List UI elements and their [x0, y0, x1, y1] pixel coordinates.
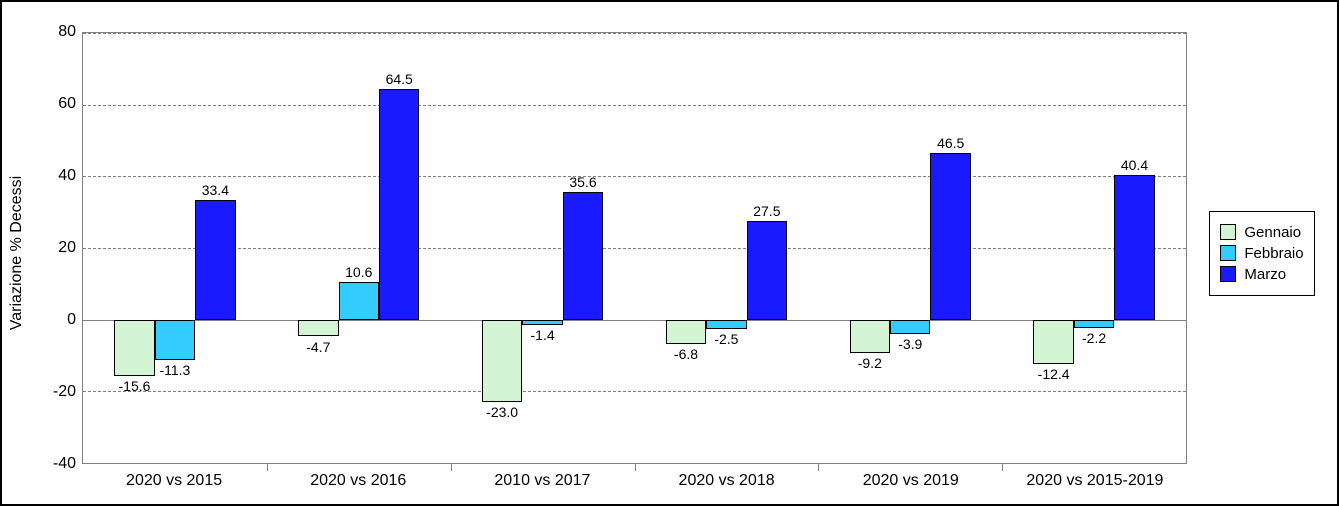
gridline — [83, 33, 1186, 34]
bar-value-label: 33.4 — [202, 182, 229, 198]
chart-layout: Variazione % Decessi -40 -20 0 20 40 60 80 -15… — [2, 2, 1337, 504]
zero-line — [83, 320, 1186, 321]
x-tick-label: 2020 vs 2018 — [679, 472, 775, 490]
bar-value-label: 10.6 — [345, 264, 372, 280]
y-axis-ticks-column: -40 -20 0 20 40 60 80 — [32, 2, 82, 504]
legend-swatch — [1220, 224, 1236, 240]
bar — [339, 282, 379, 320]
x-tick-label: 2010 vs 2017 — [494, 472, 590, 490]
chart-container: Variazione % Decessi -40 -20 0 20 40 60 80 -15… — [0, 0, 1339, 506]
legend-item: Marzo — [1220, 266, 1303, 283]
legend-label: Febbraio — [1244, 245, 1303, 262]
x-tick — [451, 463, 452, 471]
bar — [482, 320, 522, 402]
y-tick-label: -20 — [53, 383, 76, 401]
legend-item: Gennaio — [1220, 224, 1303, 241]
bar-value-label: -2.2 — [1082, 330, 1106, 346]
bar — [379, 89, 419, 320]
bar — [890, 320, 930, 334]
bar — [155, 320, 195, 360]
bar-value-label: -2.5 — [714, 331, 738, 347]
bar — [298, 320, 338, 337]
bar — [563, 192, 603, 320]
bar-value-label: -12.4 — [1038, 366, 1070, 382]
gridline — [83, 248, 1186, 249]
legend-swatch — [1220, 245, 1236, 261]
y-tick-label: -40 — [53, 455, 76, 473]
bar-value-label: 35.6 — [569, 174, 596, 190]
bar-value-label: 27.5 — [753, 203, 780, 219]
bar — [706, 320, 746, 329]
bar-value-label: 64.5 — [386, 71, 413, 87]
x-tick — [818, 463, 819, 471]
y-axis-label-column: Variazione % Decessi — [2, 2, 32, 504]
x-tick-label: 2020 vs 2015 — [126, 472, 222, 490]
y-tick-label: 80 — [58, 23, 76, 41]
bar-value-label: -3.9 — [898, 336, 922, 352]
x-axis-labels: 2020 vs 2015 2020 vs 2016 2010 vs 2017 2020… — [82, 472, 1187, 496]
gridline — [83, 105, 1186, 106]
y-tick-label: 20 — [58, 239, 76, 257]
gridline — [83, 391, 1186, 392]
bar-value-label: -11.3 — [159, 362, 190, 378]
legend-swatch — [1220, 266, 1236, 282]
x-tick — [1002, 463, 1003, 471]
x-tick — [267, 463, 268, 471]
x-tick-label: 2020 vs 2015-2019 — [1026, 472, 1163, 490]
bar — [1074, 320, 1114, 328]
bar-value-label: -23.0 — [486, 404, 518, 420]
x-tick-label: 2020 vs 2016 — [310, 472, 406, 490]
bar — [195, 200, 235, 320]
x-tick-label: 2020 vs 2019 — [863, 472, 959, 490]
bar — [666, 320, 706, 344]
bar-value-label: -6.8 — [674, 346, 698, 362]
bar-value-label: -9.2 — [858, 355, 882, 371]
bar-value-label: 40.4 — [1121, 157, 1148, 173]
bar — [1033, 320, 1073, 364]
x-tick — [635, 463, 636, 471]
bar — [747, 221, 787, 320]
bar — [850, 320, 890, 353]
bar-value-label: -1.4 — [531, 327, 555, 343]
legend-box: Gennaio Febbraio Marzo — [1209, 211, 1314, 296]
bar-value-label: -15.6 — [119, 378, 151, 394]
bar — [930, 153, 970, 320]
bar-value-label: 46.5 — [937, 135, 964, 151]
bar — [522, 320, 562, 325]
y-tick-label: 40 — [58, 167, 76, 185]
plot-column: -15.6 -11.3 33.4 -4.7 10.6 64.5 -23.0 -1.4 35.6 -… — [82, 2, 1187, 504]
y-tick-label: 0 — [67, 311, 76, 329]
legend-label: Marzo — [1244, 266, 1286, 283]
bar — [1114, 175, 1154, 320]
legend-label: Gennaio — [1244, 224, 1301, 241]
legend-item: Febbraio — [1220, 245, 1303, 262]
y-tick-label: 60 — [58, 95, 76, 113]
bar-value-label: -4.7 — [306, 339, 330, 355]
plot-area: -15.6 -11.3 33.4 -4.7 10.6 64.5 -23.0 -1.4 35.6 -… — [82, 32, 1187, 464]
gridline — [83, 176, 1186, 177]
legend-column: Gennaio Febbraio Marzo — [1187, 2, 1337, 504]
y-axis-label: Variazione % Decessi — [8, 176, 26, 330]
bar — [114, 320, 154, 376]
